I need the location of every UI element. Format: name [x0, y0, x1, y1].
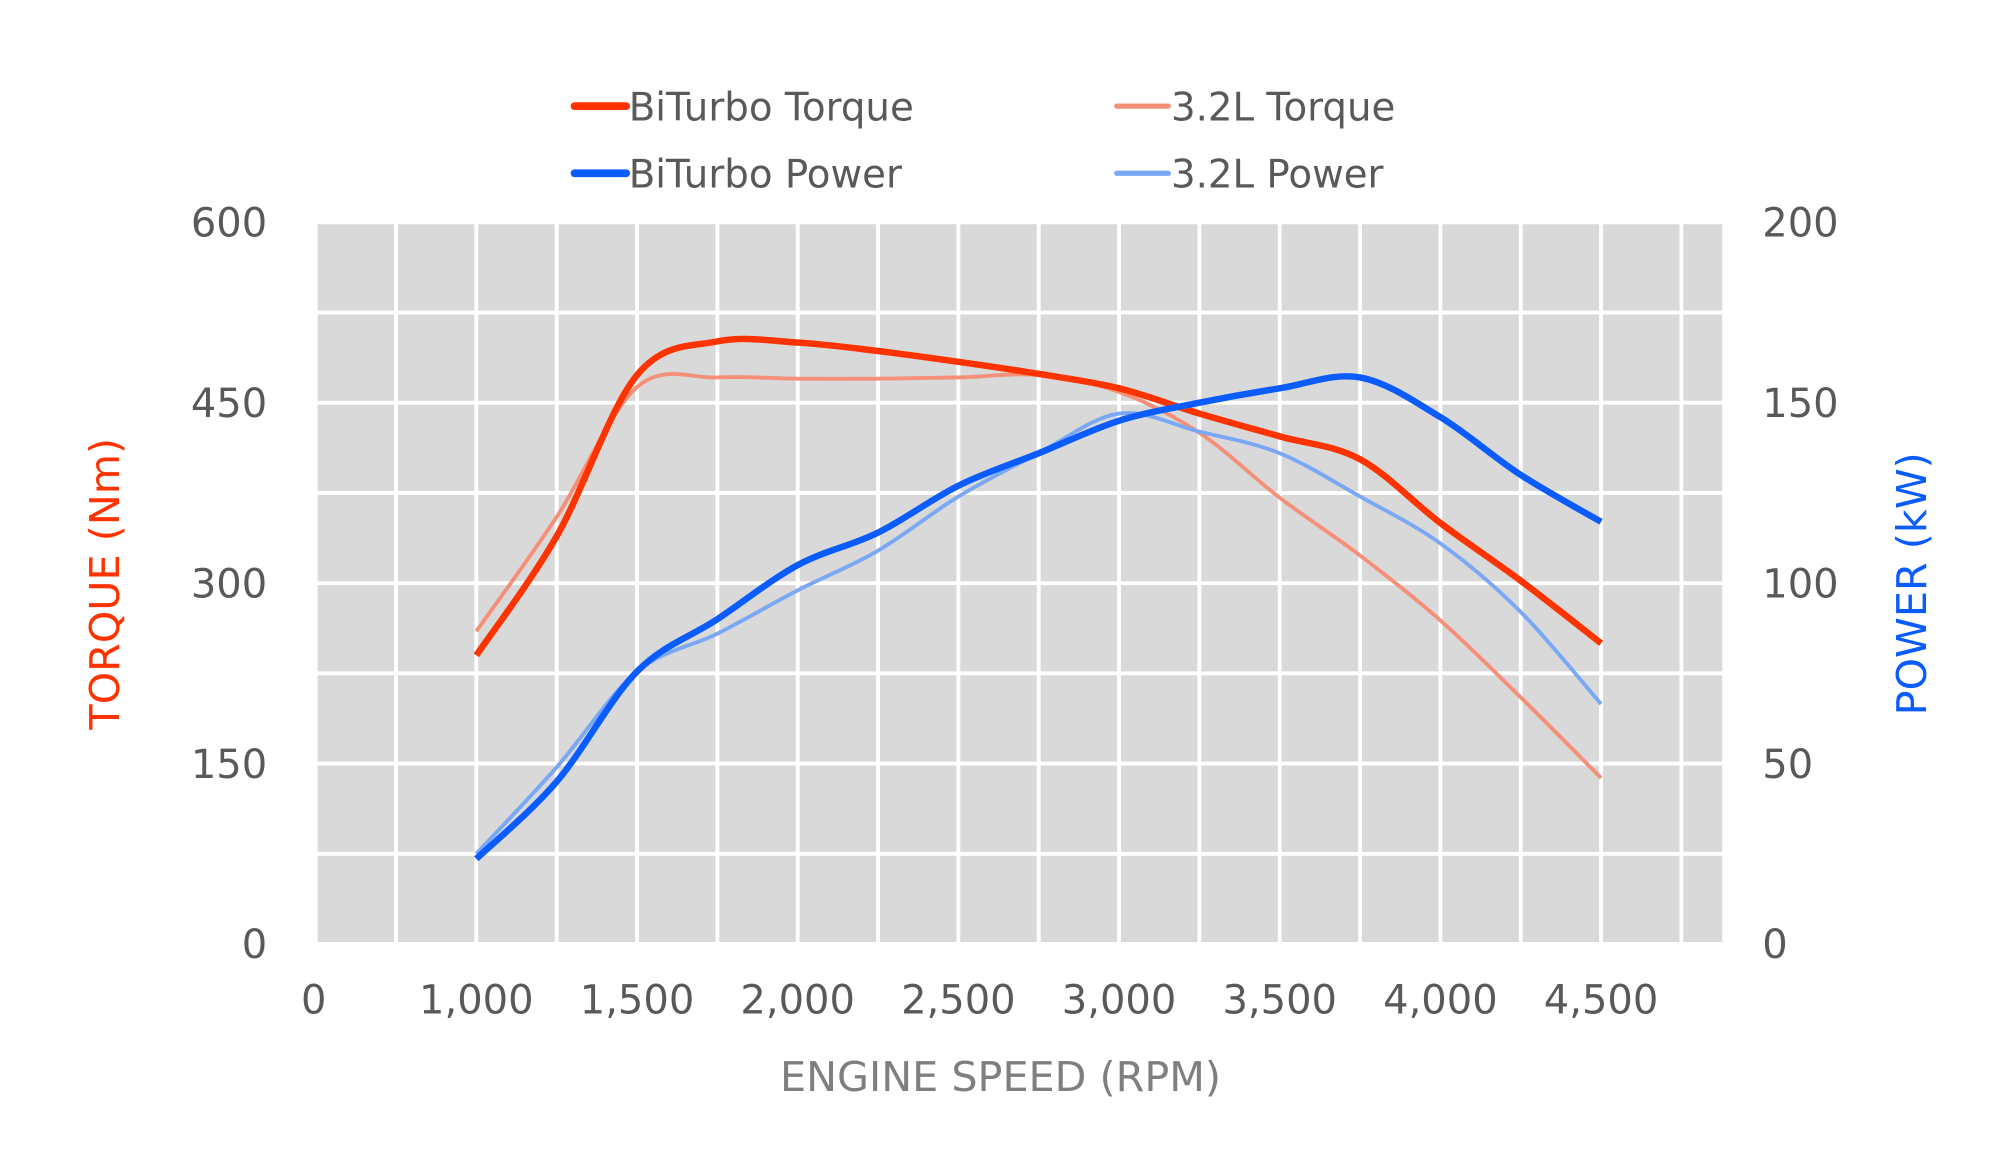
left-tick-label: 0 — [242, 922, 267, 968]
left-tick-label: 600 — [191, 201, 267, 247]
left-axis-title: TORQUE (Nm) — [81, 438, 129, 731]
series-line-biturbo-power — [474, 373, 1603, 862]
x-tick-label: 3,500 — [1222, 978, 1337, 1024]
x-tick-label: 4,000 — [1383, 978, 1498, 1024]
legend-label: 3.2L Torque — [1171, 85, 1395, 130]
legend-label: 3.2L Power — [1171, 152, 1384, 197]
legend-label: BiTurbo Torque — [629, 85, 914, 130]
x-tick-label: 2,000 — [740, 978, 855, 1024]
series-line-biturbo-torque — [473, 335, 1604, 658]
x-tick-label: 1,500 — [580, 978, 695, 1024]
x-tick-label: 1,000 — [419, 978, 534, 1024]
x-tick-label: 4,500 — [1544, 978, 1659, 1024]
right-tick-label: 200 — [1762, 201, 1838, 247]
left-tick-labels: 0 150 300 450 600 — [191, 201, 267, 969]
x-axis-title: ENGINE SPEED (RPM) — [780, 1053, 1221, 1101]
legend: BiTurbo Torque 3.2L Torque BiTurbo Power 3.… — [570, 85, 1395, 197]
gridlines — [317, 220, 1723, 946]
right-tick-label: 50 — [1762, 742, 1813, 788]
right-tick-label: 0 — [1762, 922, 1787, 968]
left-tick-label: 150 — [191, 742, 267, 788]
x-tick-label: 3,000 — [1062, 978, 1177, 1024]
left-tick-label: 300 — [191, 561, 267, 607]
right-tick-label: 100 — [1762, 561, 1838, 607]
right-tick-labels: 0 50 100 150 200 — [1762, 201, 1838, 969]
legend-label: BiTurbo Power — [629, 152, 902, 197]
series-lines — [473, 335, 1604, 862]
x-tick-label: 0 — [301, 978, 326, 1024]
x-tick-labels: 0 1,000 1,500 2,000 2,500 3,000 3,500 4,000 4,50… — [301, 978, 1658, 1024]
left-tick-label: 450 — [191, 381, 267, 427]
x-tick-label: 2,500 — [901, 978, 1016, 1024]
right-axis-title: POWER (kW) — [1888, 452, 1936, 715]
right-tick-label: 150 — [1762, 381, 1838, 427]
